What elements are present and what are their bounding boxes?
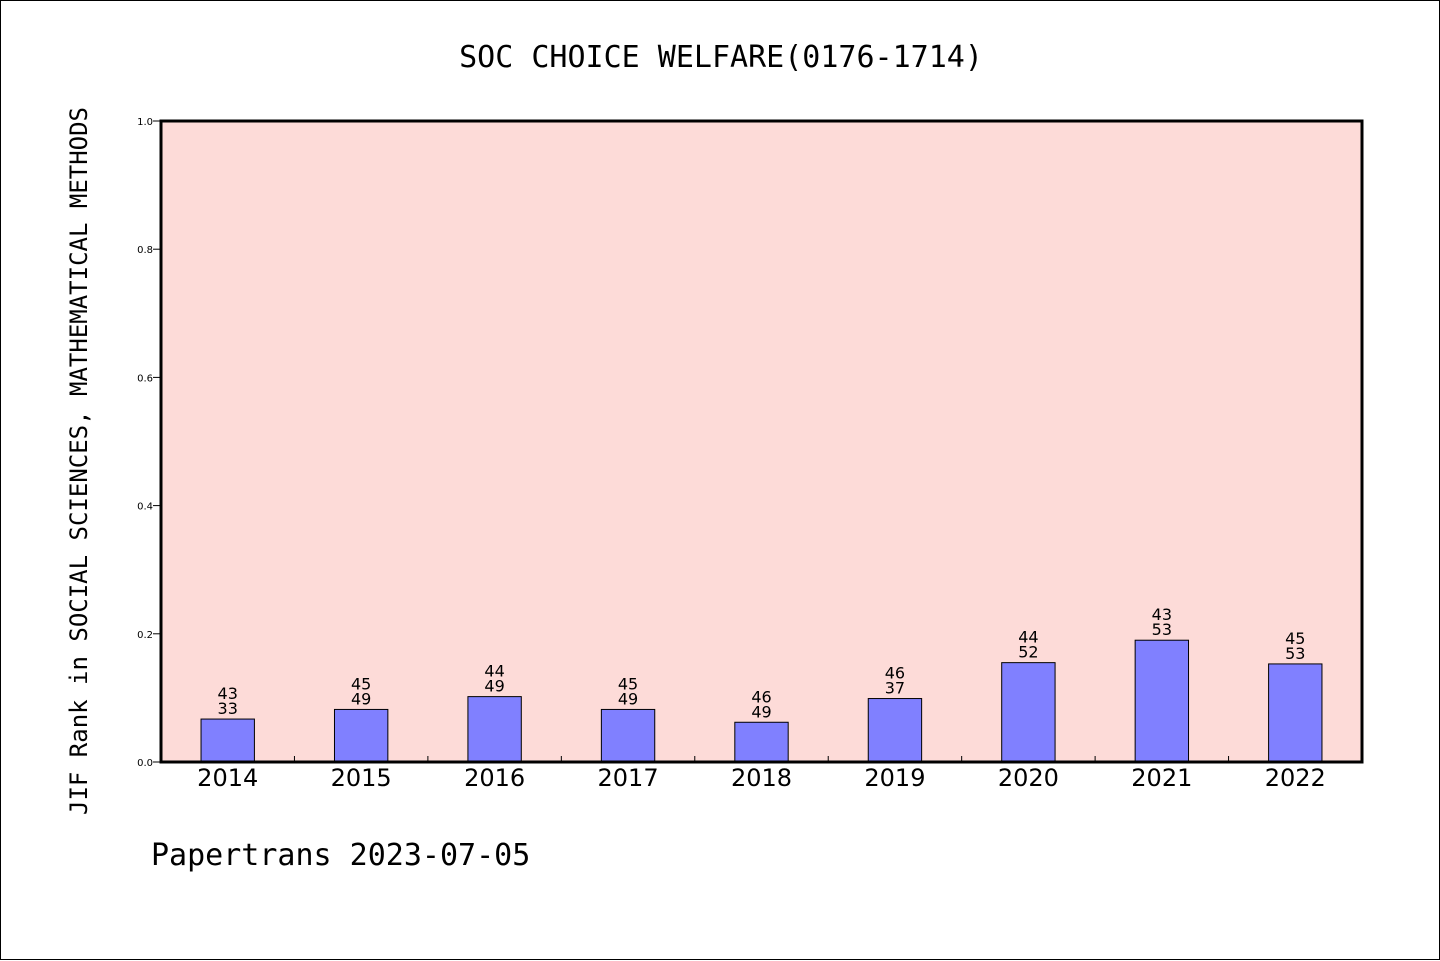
y-tick-label: 1.0 xyxy=(137,117,153,128)
data-label-top: 46 xyxy=(885,664,905,683)
data-label-bottom: 37 xyxy=(885,679,905,698)
bar-2014 xyxy=(200,718,255,763)
data-label-top: 44 xyxy=(1018,628,1038,647)
data-label-bottom: 52 xyxy=(1018,643,1038,662)
chart-title: SOC CHOICE WELFARE(0176-1714) xyxy=(459,40,983,75)
data-label-bottom: 53 xyxy=(1285,644,1305,663)
x-tick-label: 2015 xyxy=(331,764,392,792)
x-tick-label: 2018 xyxy=(731,764,792,792)
x-tick-label: 2021 xyxy=(1131,764,1192,792)
bar-2022 xyxy=(1268,663,1323,763)
data-label-top: 46 xyxy=(751,687,771,706)
plot-frame xyxy=(159,119,1364,764)
data-label-top: 45 xyxy=(618,674,638,693)
data-label-top: 44 xyxy=(484,662,504,681)
y-tick-label: 0.6 xyxy=(137,373,153,384)
bar-2019 xyxy=(867,698,923,763)
x-tick-label: 2017 xyxy=(598,764,659,792)
data-label-top: 43 xyxy=(1152,605,1172,624)
data-label-top: 45 xyxy=(1285,629,1305,648)
data-label-bottom: 49 xyxy=(751,702,771,721)
x-tick-label: 2016 xyxy=(464,764,525,792)
data-label-bottom: 49 xyxy=(618,689,638,708)
data-label-top: 43 xyxy=(218,684,238,703)
y-axis-label: JIF Rank in SOCIAL SCIENCES, MATHEMATICA… xyxy=(65,107,93,815)
data-label-bottom: 49 xyxy=(351,689,371,708)
data-label-top: 45 xyxy=(351,674,371,693)
data-label-bottom: 53 xyxy=(1152,620,1172,639)
footer-credit: Papertrans 2023-07-05 xyxy=(151,838,530,873)
y-tick-label: 0.4 xyxy=(137,502,153,513)
bar-2017 xyxy=(600,708,656,763)
x-tick-label: 2019 xyxy=(864,764,925,792)
bar-2021 xyxy=(1134,639,1190,763)
x-tick-label: 2014 xyxy=(197,764,258,792)
y-tick-label: 0.0 xyxy=(137,758,153,769)
bar-2018 xyxy=(734,721,789,763)
bar-2016 xyxy=(467,696,522,763)
x-tick-label: 2020 xyxy=(998,764,1059,792)
data-label-bottom: 49 xyxy=(484,677,504,696)
x-tick-label: 2022 xyxy=(1265,764,1326,792)
data-label-bottom: 33 xyxy=(218,699,238,718)
bar-2015 xyxy=(333,708,389,763)
y-tick-label: 0.8 xyxy=(137,245,153,256)
bar-2020 xyxy=(1001,662,1056,763)
y-tick-label: 0.2 xyxy=(137,630,153,641)
